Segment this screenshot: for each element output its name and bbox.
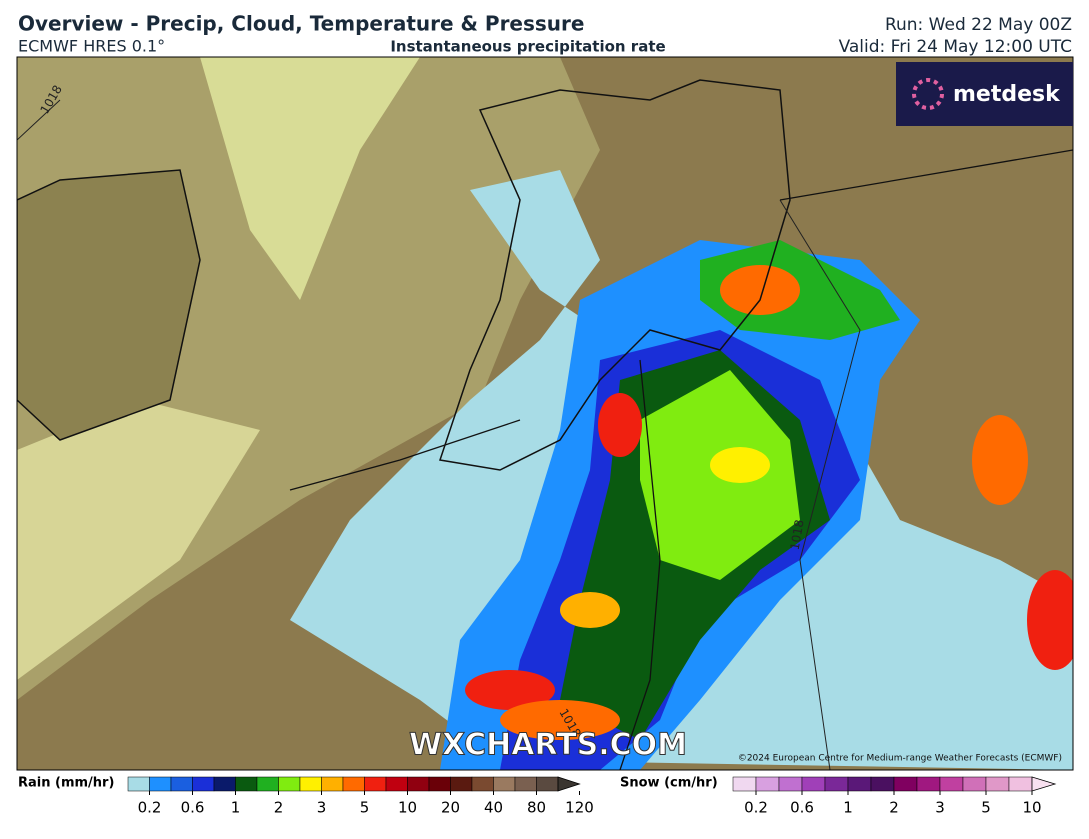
subtitle: Instantaneous precipitation rate: [390, 38, 665, 56]
color-swatch: [732, 776, 757, 792]
tick-label: 3: [935, 799, 945, 817]
color-swatch: [916, 776, 941, 792]
valid: Valid: Fri 24 May 12:00 UTC: [839, 37, 1072, 57]
color-swatch: [170, 776, 193, 792]
color-swatch: [962, 776, 987, 792]
color-swatch: [939, 776, 964, 792]
color-swatch: [385, 776, 408, 792]
color-swatch: [149, 776, 172, 792]
color-swatch: [299, 776, 322, 792]
color-arrow: [557, 776, 581, 792]
color-swatch: [847, 776, 872, 792]
color-swatch: [801, 776, 826, 792]
color-swatch: [870, 776, 895, 792]
run: Run: Wed 22 May 00Z: [885, 15, 1072, 35]
color-swatch: [192, 776, 215, 792]
color-swatch: [321, 776, 344, 792]
tick-label: 1: [843, 799, 853, 817]
tick-label: 5: [360, 799, 370, 817]
color-swatch: [342, 776, 365, 792]
tick-label: 0.2: [744, 799, 768, 817]
color-arrow: [1031, 776, 1057, 792]
color-swatch: [450, 776, 473, 792]
tick-label: 80: [527, 799, 546, 817]
color-swatch: [824, 776, 849, 792]
tick-label: 10: [1022, 799, 1041, 817]
color-swatch: [213, 776, 236, 792]
color-swatch: [1008, 776, 1033, 792]
snow-label: Snow (cm/hr): [620, 776, 718, 791]
color-swatch: [127, 776, 150, 792]
legend: Rain (mm/hr) Snow (cm/hr) 0.2 0.6 1 2 3 5 10 20…: [18, 776, 1057, 817]
logo-box: [896, 62, 1073, 126]
tick-label: 120: [565, 799, 594, 817]
tick-label: 1: [231, 799, 241, 817]
isobar-label: 1018: [788, 519, 807, 552]
logo-icon: [912, 78, 944, 110]
color-swatch: [407, 776, 430, 792]
color-swatch: [493, 776, 516, 792]
watermark: WXCHARTS.COM: [409, 728, 687, 763]
color-swatch: [235, 776, 258, 792]
color-swatch: [428, 776, 451, 792]
copyright: ©2024 European Centre for Medium-range W…: [738, 754, 1062, 764]
tick-label: 0.6: [790, 799, 814, 817]
tick-label: 5: [981, 799, 991, 817]
map: 1018 1018 1018 metdesk WXCHARTS.COM ©202…: [16, 56, 1074, 771]
logo-text: metdesk: [953, 82, 1061, 107]
title: Overview - Precip, Cloud, Temperature & …: [18, 12, 584, 36]
color-swatch: [536, 776, 559, 792]
model: ECMWF HRES 0.1°: [18, 37, 165, 56]
tick-label: 2: [274, 799, 284, 817]
color-swatch: [514, 776, 537, 792]
tick-label: 0.2: [138, 799, 162, 817]
color-swatch: [364, 776, 387, 792]
color-swatch: [893, 776, 918, 792]
tick-label: 10: [398, 799, 417, 817]
color-swatch: [471, 776, 494, 792]
tick-label: 3: [317, 799, 327, 817]
color-swatch: [778, 776, 803, 792]
tick-label: 20: [441, 799, 460, 817]
color-swatch: [278, 776, 301, 792]
color-swatch: [256, 776, 279, 792]
tick-label: 2: [889, 799, 899, 817]
tick-label: 40: [484, 799, 503, 817]
tick-label: 0.6: [181, 799, 205, 817]
color-swatch: [755, 776, 780, 792]
rain-label: Rain (mm/hr): [18, 776, 114, 791]
color-swatch: [985, 776, 1010, 792]
